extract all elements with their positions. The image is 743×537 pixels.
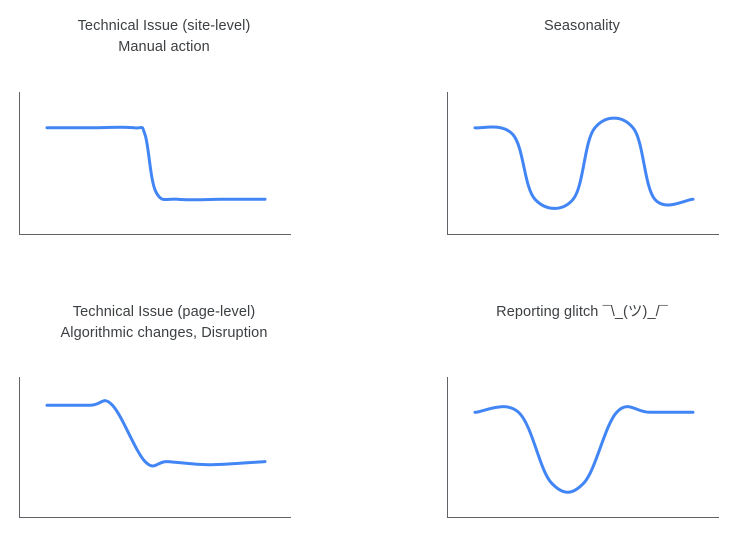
chart-subtitle: Manual action xyxy=(118,39,210,55)
line-chart xyxy=(19,92,291,235)
line-chart xyxy=(19,377,291,518)
line-chart xyxy=(447,92,719,235)
series-line xyxy=(45,125,267,202)
chart-title-block: Technical Issue (page-level) Algorithmic… xyxy=(4,302,324,344)
series-line xyxy=(45,399,267,468)
chart-title-block: Technical Issue (site-level) Manual acti… xyxy=(4,16,324,58)
series-line xyxy=(473,116,695,210)
chart-title: Technical Issue (site-level) xyxy=(77,18,251,34)
series-line xyxy=(473,405,695,494)
chart-subtitle: Algorithmic changes, Disruption xyxy=(60,325,268,341)
chart-title-block: Reporting glitch ¯\_(ツ)_/¯ xyxy=(422,302,742,323)
chart-title-block: Seasonality xyxy=(422,16,742,37)
chart-title: Seasonality xyxy=(543,18,621,34)
chart-title: Reporting glitch ¯\_(ツ)_/¯ xyxy=(496,304,668,320)
line-chart xyxy=(447,377,719,518)
chart-title: Technical Issue (page-level) xyxy=(72,304,256,320)
